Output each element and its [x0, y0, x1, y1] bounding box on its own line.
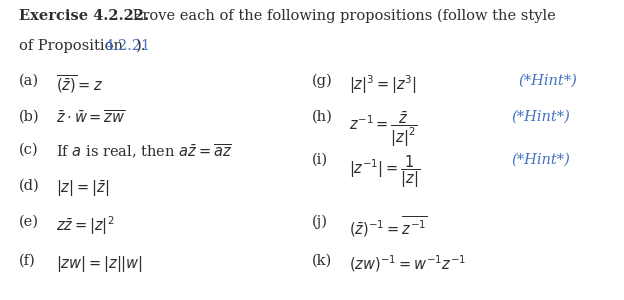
Text: $(\bar{z})^{-1} = \overline{z^{-1}}$: $(\bar{z})^{-1} = \overline{z^{-1}}$: [349, 214, 428, 239]
Text: (f): (f): [19, 254, 36, 268]
Text: (*Hint*): (*Hint*): [518, 74, 577, 88]
Text: (d): (d): [19, 178, 39, 193]
Text: (i): (i): [312, 153, 328, 167]
Text: (j): (j): [312, 214, 328, 229]
Text: 4.2.21: 4.2.21: [104, 39, 150, 53]
Text: $z\bar{z} = |z|^2$: $z\bar{z} = |z|^2$: [56, 214, 115, 237]
Text: Exercise 4.2.22.: Exercise 4.2.22.: [19, 9, 149, 23]
Text: Prove each of the following propositions (follow the style: Prove each of the following propositions…: [128, 9, 555, 23]
Text: (a): (a): [19, 74, 39, 88]
Text: ).: ).: [136, 39, 147, 53]
Text: (*Hint*): (*Hint*): [512, 153, 570, 167]
Text: $|z| = |\bar{z}|$: $|z| = |\bar{z}|$: [56, 178, 109, 199]
Text: $\bar{z} \cdot \bar{w} = \overline{zw}$: $\bar{z} \cdot \bar{w} = \overline{zw}$: [56, 110, 126, 127]
Text: $(zw)^{-1} = w^{-1}z^{-1}$: $(zw)^{-1} = w^{-1}z^{-1}$: [349, 254, 467, 274]
Text: (e): (e): [19, 214, 39, 229]
Text: (c): (c): [19, 142, 38, 157]
Text: (*Hint*): (*Hint*): [512, 110, 570, 124]
Text: (k): (k): [312, 254, 332, 268]
Text: $|z|^3 = |z^3|$: $|z|^3 = |z^3|$: [349, 74, 417, 96]
Text: $z^{-1} = \dfrac{\bar{z}}{|z|^2}$: $z^{-1} = \dfrac{\bar{z}}{|z|^2}$: [349, 110, 418, 149]
Text: If $a$ is real, then $a\bar{z} = \overline{az}$: If $a$ is real, then $a\bar{z} = \overli…: [56, 142, 232, 160]
Text: (g): (g): [312, 74, 333, 88]
Text: (b): (b): [19, 110, 39, 124]
Text: $|zw| = |z||w|$: $|zw| = |z||w|$: [56, 254, 143, 274]
Text: (h): (h): [312, 110, 333, 124]
Text: of Proposition: of Proposition: [19, 39, 127, 53]
Text: $|z^{-1}| = \dfrac{1}{|z|}$: $|z^{-1}| = \dfrac{1}{|z|}$: [349, 153, 421, 190]
Text: $\overline{(\bar{z})} = z$: $\overline{(\bar{z})} = z$: [56, 74, 103, 96]
